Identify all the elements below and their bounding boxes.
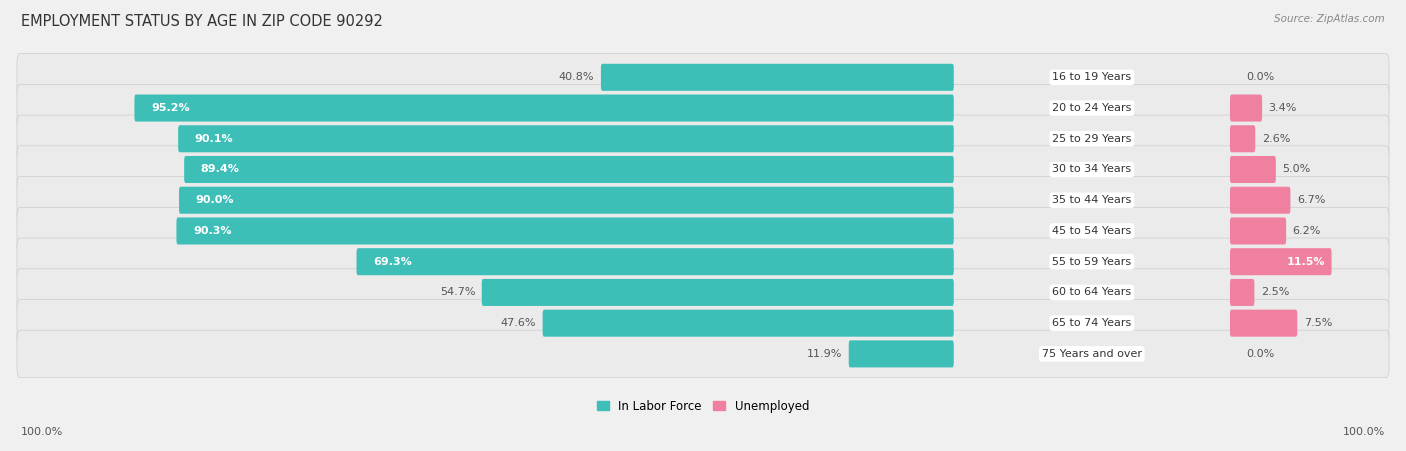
FancyBboxPatch shape	[179, 125, 953, 152]
Legend: In Labor Force, Unemployed: In Labor Force, Unemployed	[598, 400, 808, 413]
Text: 90.1%: 90.1%	[194, 134, 233, 144]
FancyBboxPatch shape	[17, 299, 1389, 347]
Text: 5.0%: 5.0%	[1282, 165, 1310, 175]
Text: 60 to 64 Years: 60 to 64 Years	[1052, 287, 1132, 297]
FancyBboxPatch shape	[17, 54, 1389, 101]
Text: 95.2%: 95.2%	[150, 103, 190, 113]
Text: 3.4%: 3.4%	[1268, 103, 1296, 113]
FancyBboxPatch shape	[357, 248, 953, 275]
FancyBboxPatch shape	[17, 115, 1389, 162]
Text: 25 to 29 Years: 25 to 29 Years	[1052, 134, 1132, 144]
Text: 35 to 44 Years: 35 to 44 Years	[1052, 195, 1132, 205]
FancyBboxPatch shape	[482, 279, 953, 306]
Text: 69.3%: 69.3%	[373, 257, 412, 267]
Text: 16 to 19 Years: 16 to 19 Years	[1052, 72, 1132, 82]
FancyBboxPatch shape	[1230, 125, 1256, 152]
Text: 6.2%: 6.2%	[1292, 226, 1322, 236]
Text: 2.6%: 2.6%	[1261, 134, 1291, 144]
FancyBboxPatch shape	[849, 341, 953, 368]
FancyBboxPatch shape	[179, 187, 953, 214]
FancyBboxPatch shape	[1230, 156, 1275, 183]
Text: 7.5%: 7.5%	[1303, 318, 1331, 328]
Text: 20 to 24 Years: 20 to 24 Years	[1052, 103, 1132, 113]
Text: 11.9%: 11.9%	[807, 349, 842, 359]
Text: 6.7%: 6.7%	[1296, 195, 1326, 205]
Text: 90.3%: 90.3%	[193, 226, 232, 236]
Text: 30 to 34 Years: 30 to 34 Years	[1052, 165, 1132, 175]
FancyBboxPatch shape	[543, 310, 953, 337]
FancyBboxPatch shape	[17, 207, 1389, 255]
FancyBboxPatch shape	[1230, 217, 1286, 244]
FancyBboxPatch shape	[135, 95, 953, 122]
Text: Source: ZipAtlas.com: Source: ZipAtlas.com	[1274, 14, 1385, 23]
Text: 65 to 74 Years: 65 to 74 Years	[1052, 318, 1132, 328]
FancyBboxPatch shape	[1230, 187, 1291, 214]
Text: 0.0%: 0.0%	[1247, 349, 1275, 359]
FancyBboxPatch shape	[1230, 310, 1298, 337]
Text: 89.4%: 89.4%	[201, 165, 239, 175]
FancyBboxPatch shape	[184, 156, 953, 183]
Text: 55 to 59 Years: 55 to 59 Years	[1052, 257, 1132, 267]
FancyBboxPatch shape	[17, 84, 1389, 132]
FancyBboxPatch shape	[17, 330, 1389, 377]
FancyBboxPatch shape	[17, 269, 1389, 316]
Text: 100.0%: 100.0%	[1343, 428, 1385, 437]
Text: 11.5%: 11.5%	[1286, 257, 1324, 267]
FancyBboxPatch shape	[1230, 95, 1263, 122]
FancyBboxPatch shape	[176, 217, 953, 244]
FancyBboxPatch shape	[17, 146, 1389, 193]
Text: 45 to 54 Years: 45 to 54 Years	[1052, 226, 1132, 236]
Text: 54.7%: 54.7%	[440, 287, 475, 297]
Text: 2.5%: 2.5%	[1261, 287, 1289, 297]
Text: 40.8%: 40.8%	[560, 72, 595, 82]
FancyBboxPatch shape	[1230, 248, 1331, 275]
Text: 100.0%: 100.0%	[21, 428, 63, 437]
FancyBboxPatch shape	[17, 177, 1389, 224]
FancyBboxPatch shape	[600, 64, 953, 91]
Text: EMPLOYMENT STATUS BY AGE IN ZIP CODE 90292: EMPLOYMENT STATUS BY AGE IN ZIP CODE 902…	[21, 14, 382, 28]
Text: 0.0%: 0.0%	[1247, 72, 1275, 82]
FancyBboxPatch shape	[1230, 279, 1254, 306]
Text: 47.6%: 47.6%	[501, 318, 536, 328]
FancyBboxPatch shape	[17, 238, 1389, 285]
Text: 75 Years and over: 75 Years and over	[1042, 349, 1142, 359]
Text: 90.0%: 90.0%	[195, 195, 233, 205]
